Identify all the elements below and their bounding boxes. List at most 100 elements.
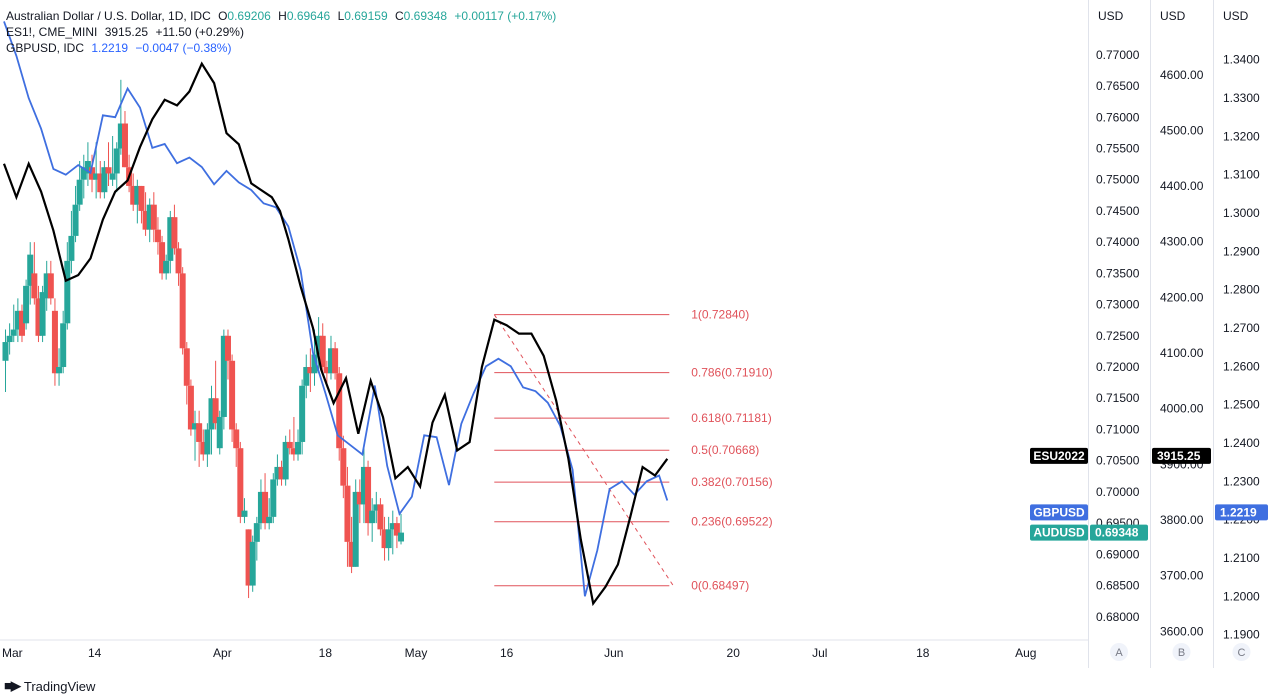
price-tick-label: 3600.00 xyxy=(1160,624,1204,638)
candle-body xyxy=(150,204,157,230)
candle-body xyxy=(35,298,42,336)
candle-body xyxy=(299,385,306,442)
time-tick-label: May xyxy=(405,646,428,660)
fibonacci-retracement[interactable]: 1(0.72840) 0.786(0.71910) 0.618(0.71181) 0.… xyxy=(493,308,773,593)
candle-body xyxy=(27,254,34,286)
candle-body xyxy=(64,260,71,324)
time-tick-label: Jul xyxy=(812,646,827,660)
candle-body xyxy=(336,373,343,449)
price-tag-value-bg xyxy=(1152,447,1211,464)
fib-trend-line xyxy=(493,314,674,587)
legend-es-change: +11.50 (+0.29%) xyxy=(155,25,244,39)
price-tag-value: 0.69348 xyxy=(1095,526,1139,540)
legend-open-label: O xyxy=(218,9,228,23)
legend-close-value: 0.69348 xyxy=(403,9,448,23)
time-tick-label: 16 xyxy=(500,646,514,660)
legend-row-gbpusd[interactable]: GBPUSD, IDC 1.2219 −0.0047 (−0.38%) xyxy=(6,40,556,56)
candle-body xyxy=(14,310,21,330)
candle-body xyxy=(187,385,194,430)
candle-body xyxy=(84,160,91,174)
time-tick-label: 18 xyxy=(916,646,930,660)
price-tag-name: GBPUSD xyxy=(1033,505,1085,519)
candle-body xyxy=(183,348,190,386)
candle-body xyxy=(216,416,223,449)
legend-row-es[interactable]: ES1!, CME_MINI 3915.25 +11.50 (+0.29%) xyxy=(6,24,556,40)
price-tick-label: 1.3200 xyxy=(1223,129,1260,143)
price-tag-value: 1.2219 xyxy=(1220,505,1257,519)
price-tick-label: 1.2900 xyxy=(1223,244,1260,258)
plot-area[interactable] xyxy=(0,0,1270,668)
price-tick-label: 1.2700 xyxy=(1223,321,1260,335)
price-tick-label: 1.3400 xyxy=(1223,53,1260,67)
price-tick-label: 0.71000 xyxy=(1096,422,1140,436)
candle-body xyxy=(154,229,161,243)
time-tick-label: Jun xyxy=(604,646,623,660)
fib-level-label: 0.382(0.70156) xyxy=(691,475,772,489)
candle-body xyxy=(60,323,67,368)
scale-mode-badge xyxy=(1232,643,1251,661)
candle-body xyxy=(212,398,219,424)
candle-body xyxy=(352,491,359,567)
candle-body xyxy=(295,441,302,455)
price-tick-label: 0.74000 xyxy=(1096,235,1140,249)
fib-level-label: 0.618(0.71181) xyxy=(691,411,772,425)
candle-body xyxy=(340,448,347,486)
es-line xyxy=(2,61,669,607)
time-axis[interactable]: Mar 14 Apr 18 May 16 Jun 20 Jul 18 Aug xyxy=(2,646,1036,660)
candle-body xyxy=(344,485,351,542)
price-tag-value-bg xyxy=(1215,504,1268,521)
price-tick-label: 4600.00 xyxy=(1160,68,1204,82)
price-tags: ESU2022 3915.25 GBPUSD 1.2219 AUDUSD 0.69348 xyxy=(1030,447,1268,541)
candle-body xyxy=(39,292,46,336)
price-tick-label: 4300.00 xyxy=(1160,235,1204,249)
price-tick-label: 0.75000 xyxy=(1096,173,1140,187)
time-tick-label: Apr xyxy=(213,646,232,660)
time-tick-label: 20 xyxy=(727,646,741,660)
candle-body xyxy=(159,242,166,274)
price-tick-label: 1.3000 xyxy=(1223,206,1260,220)
price-tick-label: 1.2500 xyxy=(1223,398,1260,412)
tradingview-logo[interactable]: ■▶ TradingView xyxy=(4,678,95,694)
legend-row-audusd[interactable]: Australian Dollar / U.S. Dollar, 1D, IDC… xyxy=(6,8,556,24)
candle-body xyxy=(204,429,211,455)
axis-header: USD xyxy=(1223,9,1249,23)
legend-low-value: 0.69159 xyxy=(344,9,388,23)
candle-body xyxy=(224,335,231,361)
price-tick-label: 0.77000 xyxy=(1096,48,1140,62)
candle-body xyxy=(377,504,384,530)
price-tick-label: 0.73000 xyxy=(1096,298,1140,312)
time-tick-label: 18 xyxy=(319,646,333,660)
price-axes[interactable]: USD USD USD 0.77000 0.76500 0.76000 0.75500 0.7… xyxy=(1096,9,1260,661)
candle-body xyxy=(332,348,339,374)
candle-body xyxy=(365,466,372,524)
candle-body xyxy=(47,273,54,299)
candle-body xyxy=(97,173,104,193)
candle-body xyxy=(245,529,252,586)
candle-body xyxy=(200,441,207,455)
price-tick-label: 3800.00 xyxy=(1160,513,1204,527)
legend-gbp-change: −0.0047 (−0.38%) xyxy=(135,41,232,55)
candle-body xyxy=(393,523,400,536)
candle-body xyxy=(257,491,264,524)
candle-body xyxy=(274,466,281,480)
time-tick-label: 14 xyxy=(88,646,102,660)
candle-body xyxy=(229,360,236,430)
scale-mode-letter: A xyxy=(1115,647,1123,659)
price-tick-label: 0.75500 xyxy=(1096,141,1140,155)
candle-body xyxy=(237,448,244,517)
price-tick-label: 0.69000 xyxy=(1096,547,1140,561)
price-tag-name-bg xyxy=(1030,447,1088,464)
candle-body xyxy=(389,523,396,530)
price-tick-label: 1.2600 xyxy=(1223,359,1260,373)
price-tag-name-bg xyxy=(1030,524,1088,541)
price-tick-label: 1.3300 xyxy=(1223,91,1260,105)
fib-level-label: 1(0.72840) xyxy=(691,308,749,322)
legend-open-value: 0.69206 xyxy=(227,9,271,23)
price-tag-value: 3915.25 xyxy=(1157,449,1201,463)
candle-body xyxy=(286,441,293,449)
candle-body xyxy=(113,148,120,174)
candle-body xyxy=(56,367,63,374)
price-tick-label: 1.1900 xyxy=(1223,628,1260,642)
price-tick-label: 1.2000 xyxy=(1223,589,1260,603)
